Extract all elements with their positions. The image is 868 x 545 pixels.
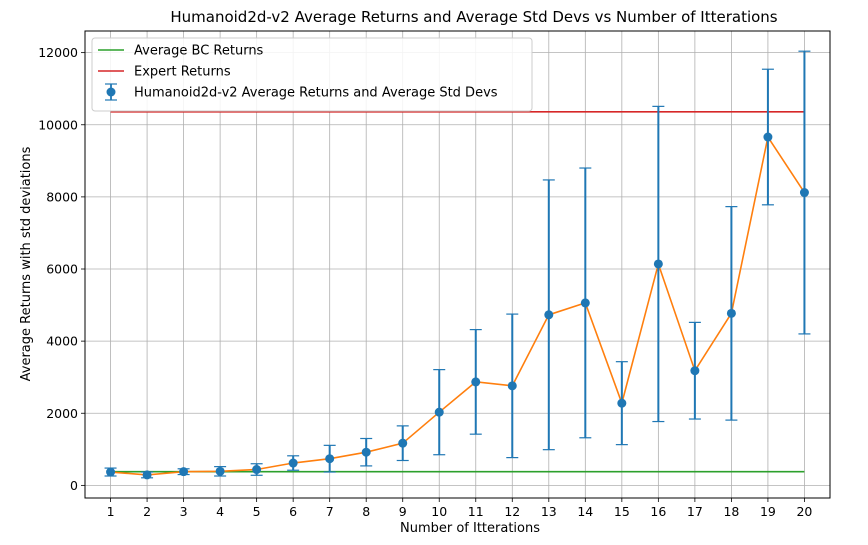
data-point (142, 470, 152, 480)
plot-area (104, 50, 811, 480)
legend: Average BC Returns Expert Returns Humanoid… (91, 37, 533, 112)
data-point (398, 438, 408, 448)
data-point (544, 310, 554, 320)
x-tick-label: 15 (614, 504, 630, 519)
data-point (361, 447, 371, 457)
data-point (252, 465, 262, 475)
y-tick-label: 12000 (38, 45, 78, 60)
data-point (434, 407, 444, 417)
y-tick-label: 8000 (46, 189, 78, 204)
data-point (763, 132, 773, 142)
x-tick-label: 5 (253, 504, 261, 519)
x-tick-label: 20 (796, 504, 812, 519)
y-axis-label: Average Returns with std deviations (19, 146, 34, 381)
x-tick-label: 1 (107, 504, 115, 519)
x-tick-label: 19 (760, 504, 776, 519)
y-tick-label: 2000 (46, 406, 78, 421)
legend-entry: Expert Returns (134, 65, 231, 80)
legend-entry: Average BC Returns (134, 44, 264, 59)
y-tick-label: 0 (70, 478, 78, 493)
x-tick-label: 13 (541, 504, 557, 519)
x-tick-label: 14 (577, 504, 593, 519)
data-point (617, 398, 627, 408)
x-axis: 1 2 3 4 5 6 7 8 9 10 11 12 13 14 15 16 17 18 19 20 (107, 498, 812, 519)
data-point (653, 259, 663, 269)
x-tick-label: 2 (143, 504, 151, 519)
x-tick-label: 11 (468, 504, 484, 519)
data-point (507, 381, 517, 391)
series-line-2 (110, 134, 806, 476)
x-tick-label: 12 (504, 504, 520, 519)
x-tick-label: 4 (216, 504, 224, 519)
x-tick-label: 10 (431, 504, 447, 519)
x-tick-label: 7 (326, 504, 334, 519)
y-tick-label: 4000 (46, 334, 78, 349)
x-axis-label: Number of Itterations (400, 521, 540, 536)
legend-swatch (106, 87, 116, 97)
x-tick-label: 3 (180, 504, 188, 519)
data-point (799, 188, 809, 198)
data-point (179, 467, 189, 477)
data-point (215, 466, 225, 476)
x-tick-label: 16 (650, 504, 666, 519)
legend-entry: Humanoid2d-v2 Average Returns and Averag… (134, 86, 498, 101)
x-tick-label: 18 (723, 504, 739, 519)
x-tick-label: 6 (289, 504, 297, 519)
data-point (106, 467, 116, 477)
plot-frame (84, 30, 831, 499)
data-point (580, 298, 590, 308)
x-tick-label: 8 (362, 504, 370, 519)
data-point (325, 454, 335, 464)
chart-title: Humanoid2d-v2 Average Returns and Averag… (170, 8, 777, 26)
data-point (288, 458, 298, 468)
y-tick-label: 6000 (46, 262, 78, 277)
data-point (726, 308, 736, 318)
data-point (690, 366, 700, 376)
x-tick-label: 9 (399, 504, 407, 519)
legend-box (91, 37, 533, 112)
y-tick-label: 10000 (38, 117, 78, 132)
data-point (471, 377, 481, 387)
x-tick-label: 17 (687, 504, 703, 519)
y-axis: 0 2000 4000 6000 8000 10000 12000 (38, 45, 85, 493)
